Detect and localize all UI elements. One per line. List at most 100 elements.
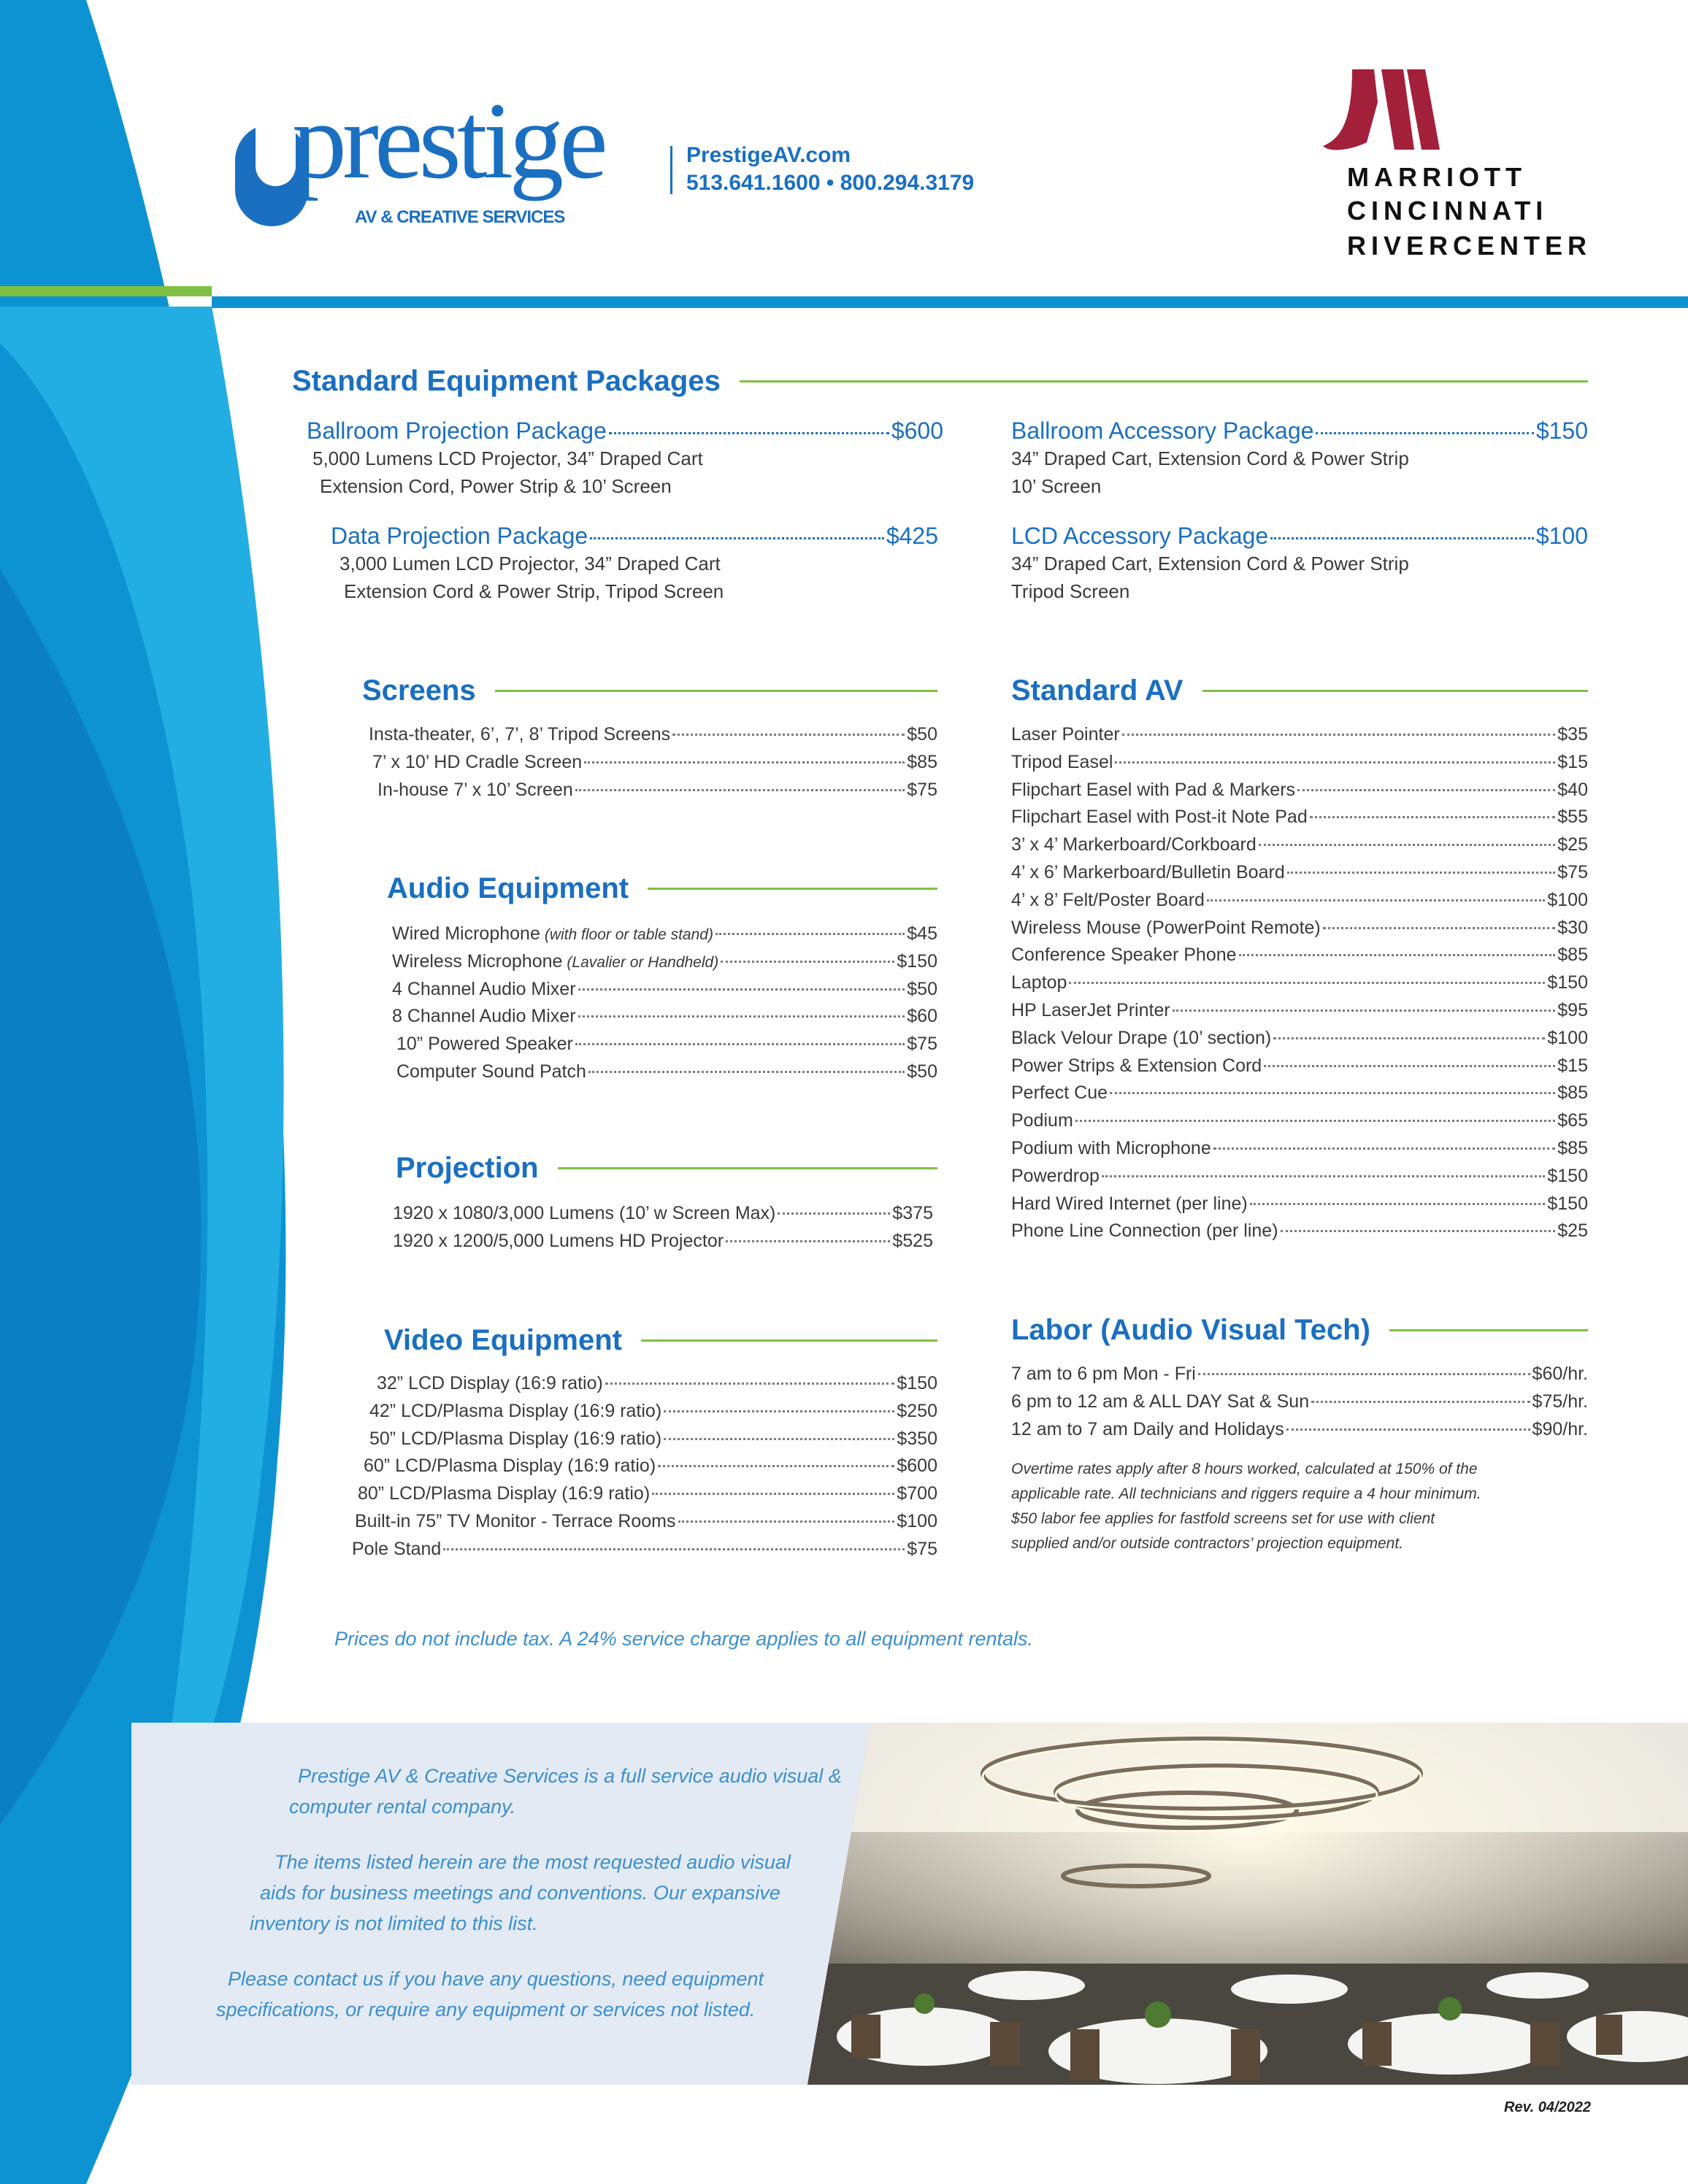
item-price: $375 xyxy=(892,1203,933,1223)
item-price: $150 xyxy=(1547,1193,1588,1214)
item-note: (with floor or table stand) xyxy=(544,926,713,943)
item-price: $15 xyxy=(1557,751,1588,772)
item-name: In-house 7’ x 10’ Screen xyxy=(377,779,573,800)
item-name: Flipchart Easel with Pad & Markers xyxy=(1011,779,1296,800)
hotel-name-line2: CINCINNATI xyxy=(1347,196,1549,226)
item-price: $75 xyxy=(907,1538,937,1559)
screens-list: Insta-theater, 6’, 7’, 8’ Tripod Screens… xyxy=(369,724,937,807)
item-price: $75/hr. xyxy=(1532,1391,1588,1412)
dot-leader xyxy=(1297,788,1556,791)
price-row: 12 am to 7 am Daily and Holidays $90/hr. xyxy=(1011,1419,1588,1447)
labor-list: 7 am to 6 pm Mon - Fri $60/hr. 6 pm to 12 … xyxy=(1011,1364,1588,1446)
dot-leader xyxy=(1264,1064,1556,1067)
item-name: Pole Stand xyxy=(352,1538,442,1559)
package-lcd-accessory: LCD Accessory Package $100 34” Draped Car… xyxy=(1011,523,1588,602)
price-row: Powerdrop $150 xyxy=(1011,1166,1588,1193)
price-row: Wired Microphone (with floor or table sta… xyxy=(392,923,937,951)
audio-list: Wired Microphone (with floor or table sta… xyxy=(392,923,937,1089)
dot-leader xyxy=(1115,761,1556,764)
item-price: $75 xyxy=(907,1034,937,1055)
dot-leader xyxy=(1311,1400,1530,1403)
dot-leader xyxy=(1110,1092,1556,1095)
price-row: Built-in 75” TV Monitor - Terrace Rooms $… xyxy=(352,1511,937,1539)
dot-leader xyxy=(1069,982,1546,985)
price-row: 60” LCD/Plasma Display (16:9 ratio) $600 xyxy=(352,1456,937,1483)
price-row: 8 Channel Audio Mixer $60 xyxy=(392,1006,937,1034)
green-accent-bar xyxy=(0,286,212,296)
header-blue-bar xyxy=(212,296,1688,308)
prestige-logo-mark-inner xyxy=(256,124,296,186)
item-name: Insta-theater, 6’, 7’, 8’ Tripod Screens xyxy=(369,724,671,745)
price-row: Perfect Cue $85 xyxy=(1011,1083,1588,1110)
item-price: $85 xyxy=(907,751,937,772)
item-price: $150 xyxy=(1547,972,1588,993)
dot-leader xyxy=(1121,734,1556,736)
price-row: 7 am to 6 pm Mon - Fri $60/hr. xyxy=(1011,1364,1588,1391)
item-price: $95 xyxy=(1557,999,1588,1020)
item-name: Perfect Cue xyxy=(1011,1083,1108,1104)
section-heading-screens: Screens xyxy=(362,674,937,707)
item-price: $25 xyxy=(1557,834,1588,855)
price-row: Flipchart Easel with Pad & Markers $40 xyxy=(1011,780,1588,807)
projection-list: 1920 x 1080/3,000 Lumens (10’ w Screen M… xyxy=(393,1203,933,1258)
item-price: $525 xyxy=(892,1230,933,1251)
item-price: $100 xyxy=(897,1510,937,1531)
item-name: 80” LCD/Plasma Display (16:9 ratio) xyxy=(358,1483,651,1504)
video-list: 32” LCD Display (16:9 ratio) $150 42” LCD/… xyxy=(352,1373,937,1566)
item-name: 7’ x 10’ HD Cradle Screen xyxy=(372,751,583,772)
section-heading-video: Video Equipment xyxy=(384,1324,937,1357)
item-name: Computer Sound Patch xyxy=(396,1061,586,1082)
price-row: 3’ x 4’ Markerboard/Corkboard $25 xyxy=(1011,834,1588,862)
item-name: 3’ x 4’ Markerboard/Corkboard xyxy=(1011,834,1257,855)
item-price: $150 xyxy=(897,950,937,972)
item-price: $60 xyxy=(907,1006,937,1027)
item-name: 7 am to 6 pm Mon - Fri xyxy=(1011,1364,1196,1384)
website-link[interactable]: PrestigeAV.com xyxy=(686,143,851,167)
dot-leader xyxy=(1273,1037,1546,1039)
item-price: $150 xyxy=(1547,1165,1588,1186)
item-price: $30 xyxy=(1557,917,1588,938)
dot-leader xyxy=(1238,954,1556,957)
ballroom-illustration xyxy=(807,1723,1688,2085)
item-price: $65 xyxy=(1557,1110,1588,1131)
price-row: Black Velour Drape (10’ section) $100 xyxy=(1011,1028,1588,1056)
item-price: $75 xyxy=(1557,861,1588,883)
item-price: $250 xyxy=(897,1400,937,1421)
dot-leader xyxy=(658,1465,895,1468)
prestige-logo-wordmark: prestige xyxy=(292,80,608,201)
item-name: 8 Channel Audio Mixer xyxy=(392,1006,576,1027)
section-heading-labor: Labor (Audio Visual Tech) xyxy=(1011,1314,1588,1347)
item-price: $85 xyxy=(1557,945,1588,966)
item-name: Conference Speaker Phone xyxy=(1011,945,1237,966)
item-price: $60/hr. xyxy=(1532,1364,1588,1384)
price-row: Phone Line Connection (per line) $25 xyxy=(1011,1220,1588,1248)
item-name: Laptop xyxy=(1011,972,1067,993)
item-name: Wireless Microphone xyxy=(392,950,563,972)
item-name: Wired Microphone xyxy=(392,923,540,944)
price-row: Power Strips & Extension Cord $15 xyxy=(1011,1056,1588,1083)
item-price: $15 xyxy=(1557,1055,1588,1076)
price-row: Insta-theater, 6’, 7’, 8’ Tripod Screens… xyxy=(369,724,937,752)
item-name: 12 am to 7 am Daily and Holidays xyxy=(1011,1418,1284,1439)
price-row: Hard Wired Internet (per line) $150 xyxy=(1011,1193,1588,1221)
dot-leader xyxy=(778,1212,891,1215)
dot-leader xyxy=(721,960,895,963)
standard-av-list: Laser Pointer $35 Tripod Easel $15 Flipchart… xyxy=(1011,724,1588,1248)
dot-leader xyxy=(1286,871,1556,874)
item-price: $55 xyxy=(1557,807,1588,828)
item-name: 42” LCD/Plasma Display (16:9 ratio) xyxy=(369,1400,662,1421)
dot-leader xyxy=(575,788,905,791)
item-name: 1920 x 1080/3,000 Lumens (10’ w Screen M… xyxy=(393,1203,776,1223)
item-price: $100 xyxy=(1547,889,1588,910)
item-price: $350 xyxy=(897,1428,937,1449)
item-name: 1920 x 1200/5,000 Lumens HD Projector xyxy=(393,1230,724,1251)
price-row: In-house 7’ x 10’ Screen $75 xyxy=(369,780,937,807)
item-note: (Lavalier or Handheld) xyxy=(567,953,719,971)
item-name: Power Strips & Extension Cord xyxy=(1011,1055,1262,1076)
item-price: $35 xyxy=(1557,724,1588,745)
item-name: Black Velour Drape (10’ section) xyxy=(1011,1027,1272,1048)
price-row: 1920 x 1080/3,000 Lumens (10’ w Screen M… xyxy=(393,1203,933,1231)
item-name: Powerdrop xyxy=(1011,1165,1100,1186)
dot-leader xyxy=(1206,899,1546,901)
item-name: 10” Powered Speaker xyxy=(396,1034,573,1055)
